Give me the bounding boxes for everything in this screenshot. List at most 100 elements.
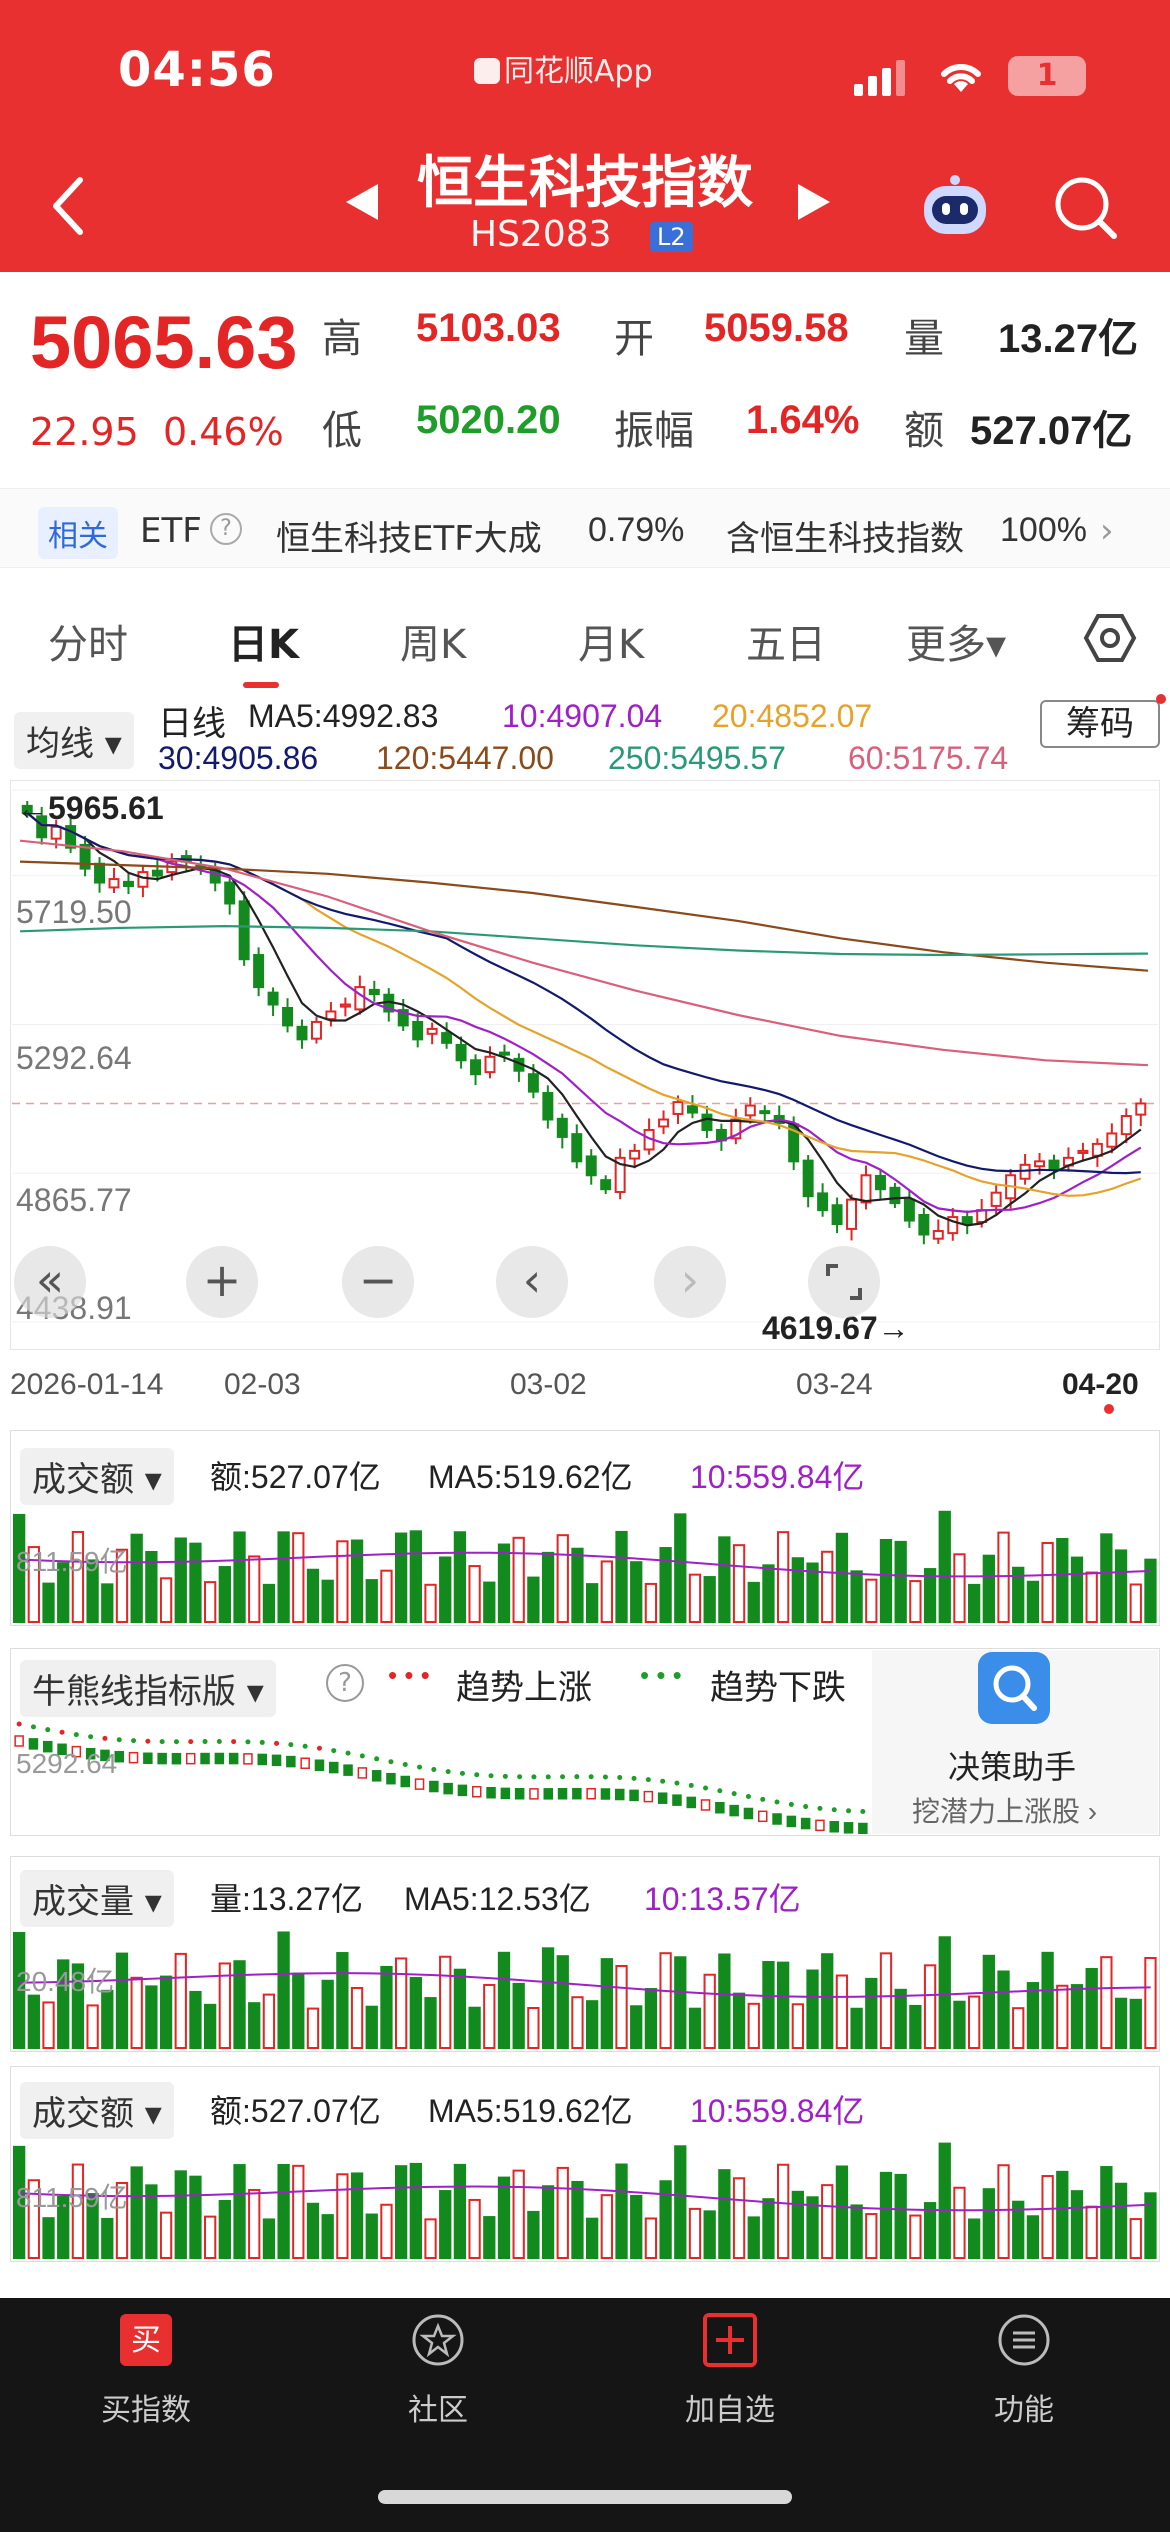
nav-functions[interactable]: 功能 — [994, 2393, 1054, 2428]
amount-dropdown[interactable]: 成交额 ▾ — [20, 1448, 174, 1505]
candle-body — [325, 1010, 337, 1021]
decision-assistant-icon[interactable] — [978, 1652, 1050, 1724]
mini-candle — [343, 1764, 353, 1776]
robot-assistant-icon[interactable] — [918, 172, 992, 242]
tab-weekly-k[interactable]: 周K — [400, 622, 467, 668]
nav-buy-index[interactable]: 买指数 — [101, 2393, 191, 2428]
tab-intraday[interactable]: 分时 — [48, 622, 128, 668]
candle-body — [441, 1032, 453, 1044]
community-icon[interactable] — [410, 2312, 466, 2368]
menu-icon[interactable] — [996, 2312, 1052, 2368]
bar — [938, 1936, 951, 2050]
nav-community[interactable]: 社区 — [408, 2393, 468, 2428]
volume-ma10-label: 10:13.57亿 — [644, 1881, 801, 1917]
tab-daily-k[interactable]: 日K — [228, 622, 299, 668]
mini-candle — [472, 1785, 482, 1798]
search-icon[interactable] — [1052, 174, 1118, 240]
ma-dropdown[interactable]: 均线 ▾ — [14, 712, 134, 769]
amount2-dropdown[interactable]: 成交额 ▾ — [20, 2082, 174, 2139]
mini-candle — [128, 1751, 139, 1764]
bar — [233, 2164, 246, 2259]
trend-dot — [588, 1774, 594, 1780]
kline-chart[interactable] — [12, 782, 1158, 1348]
bar — [336, 1952, 349, 2050]
etf-name[interactable]: 恒生科技ETF大成 — [276, 519, 542, 559]
bar — [1026, 2215, 1040, 2260]
uptrend-marker-icon: • • • — [388, 1660, 430, 1690]
amount-ma5-label: MA5:519.62亿 — [428, 1459, 633, 1495]
step-back-button[interactable]: ‹ — [496, 1246, 568, 1318]
bar — [541, 2185, 555, 2259]
chip-distribution-button[interactable]: 筹码 — [1040, 700, 1160, 748]
bar — [204, 1581, 217, 1623]
scroll-left-button[interactable]: « — [14, 1246, 86, 1318]
bar — [835, 1974, 849, 2049]
volume-dropdown[interactable]: 成交量 ▾ — [20, 1870, 174, 1927]
tab-more[interactable]: 更多▾ — [906, 622, 1007, 668]
candle-body — [889, 1186, 901, 1205]
prev-index-icon[interactable] — [342, 180, 380, 224]
bar — [1144, 1558, 1157, 1623]
bar — [350, 1539, 364, 1624]
zoom-in-button[interactable]: + — [186, 1246, 258, 1318]
bar — [101, 1583, 114, 1624]
bar — [350, 2172, 364, 2259]
status-app-label: 同花顺App — [474, 46, 653, 90]
bar — [292, 1532, 305, 1623]
bar — [57, 1562, 70, 1623]
settings-icon[interactable] — [1082, 610, 1138, 666]
next-index-icon[interactable] — [796, 180, 834, 224]
bar — [600, 1560, 613, 1623]
step-forward-button[interactable]: › — [654, 1246, 726, 1318]
fullscreen-icon[interactable] — [808, 1246, 880, 1318]
trend-dot — [731, 1791, 737, 1797]
trend-dot — [803, 1804, 809, 1810]
amount-bars-chart — [13, 1510, 1157, 1624]
y-tick-3: 4865.77 — [16, 1182, 132, 1218]
decision-assistant-title[interactable]: 决策助手 — [948, 1749, 1077, 1785]
bar — [365, 2213, 378, 2260]
bar — [424, 1997, 437, 2050]
high-value: 5103.03 — [416, 306, 561, 350]
back-arrow-icon[interactable] — [48, 176, 88, 236]
candle-body — [614, 1156, 626, 1193]
date-start: 2026-01-14 — [10, 1368, 164, 1401]
candle-body — [759, 1110, 771, 1115]
zoom-out-button[interactable]: − — [342, 1246, 414, 1318]
tab-active-indicator — [243, 682, 279, 688]
nav-add-favorite[interactable]: 加自选 — [685, 2393, 775, 2428]
bar — [86, 1559, 99, 1623]
candle-body — [990, 1191, 1002, 1207]
bar — [101, 2217, 114, 2260]
bull-bear-dropdown-label: 牛熊线指标版 — [32, 1672, 236, 1712]
bull-bear-dropdown[interactable]: 牛熊线指标版 ▾ — [20, 1660, 276, 1717]
amount2-value-label: 额:527.07亿 — [210, 2093, 381, 2129]
tab-monthly-k[interactable]: 月K — [578, 622, 645, 668]
decision-assistant-subtitle[interactable]: 挖潜力上涨股 › — [912, 1796, 1098, 1827]
bar — [277, 2163, 290, 2260]
bar — [130, 2166, 143, 2259]
related-etf-row[interactable]: 相关 ETF ? 恒生科技ETF大成 0.79% 含恒生科技指数 100% › — [0, 488, 1170, 568]
bull-bear-help-icon[interactable]: ? — [326, 1664, 364, 1702]
add-favorite-icon[interactable] — [702, 2312, 758, 2368]
trend-dot — [617, 1775, 623, 1781]
ma10-value: 10:4907.04 — [502, 698, 663, 734]
date-02-03: 02-03 — [224, 1368, 301, 1401]
buy-icon[interactable]: 买 — [118, 2312, 174, 2368]
bar — [380, 1569, 393, 1623]
trend-dot — [216, 1738, 222, 1744]
bar — [718, 2169, 731, 2260]
mini-candle — [715, 1801, 725, 1814]
tab-five-day[interactable]: 五日 — [746, 622, 826, 668]
candle-body — [238, 900, 250, 961]
bar — [189, 2175, 202, 2259]
trend-dot — [30, 1724, 36, 1730]
amplitude-label: 振幅 — [614, 408, 694, 454]
etf-help-icon[interactable]: ? — [210, 513, 242, 545]
bar — [27, 2179, 40, 2259]
mini-candle — [543, 1788, 553, 1800]
amount2-bars-chart — [13, 2142, 1157, 2260]
mini-candle — [14, 1735, 24, 1747]
trend-dot — [860, 1809, 866, 1815]
bar — [409, 1977, 422, 2050]
